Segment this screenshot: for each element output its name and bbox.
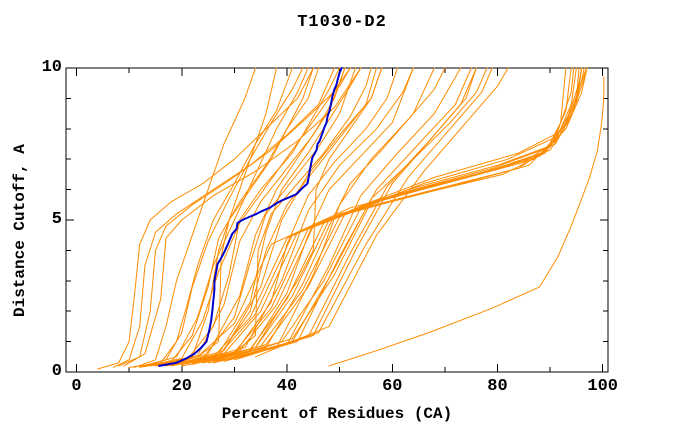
plot-frame: [65, 67, 609, 373]
model-curve: [176, 67, 580, 365]
model-curve: [123, 67, 362, 367]
x-tick-label: 40: [276, 377, 298, 396]
model-curve: [176, 67, 383, 365]
model-curve: [97, 67, 314, 370]
model-curve: [328, 76, 605, 367]
highlighted-model-curve: [158, 67, 343, 367]
model-curve: [233, 67, 477, 361]
model-curve: [197, 67, 588, 364]
x-tick-label: 20: [171, 377, 192, 396]
model-curve: [191, 67, 383, 364]
model-curve: [155, 67, 277, 367]
model-curve: [191, 67, 414, 365]
model-curve: [128, 67, 293, 368]
x-tick-label: 100: [587, 377, 618, 396]
x-tick-label: 60: [382, 377, 403, 396]
model-curve: [207, 67, 446, 364]
model-curve: [139, 67, 304, 367]
x-tick-label: 80: [487, 377, 508, 396]
model-curve: [254, 67, 509, 358]
model-curve: [239, 67, 493, 359]
model-curve: [223, 67, 472, 362]
y-tick-label: 0: [51, 362, 62, 381]
model-curve: [133, 67, 256, 368]
model-curve: [118, 67, 351, 367]
model-curve: [181, 67, 398, 365]
model-curve: [165, 67, 346, 367]
y-tick-label: 10: [41, 58, 62, 77]
model-curve: [160, 67, 314, 367]
chart-title: T1030-D2: [297, 13, 387, 32]
model-curve: [149, 67, 341, 367]
model-curve: [170, 67, 362, 366]
model-curve: [149, 67, 567, 367]
model-curve: [212, 67, 583, 362]
x-tick-label: 0: [71, 377, 82, 396]
model-curve: [228, 67, 477, 361]
model-curve: [186, 67, 583, 364]
y-tick-label: 5: [51, 210, 62, 229]
model-curve: [218, 67, 488, 362]
model-curve: [165, 67, 575, 367]
model-curve: [112, 67, 335, 368]
model-curve: [202, 67, 435, 364]
x-axis-title: Percent of Residues (CA): [221, 405, 453, 423]
model-curve: [170, 67, 577, 367]
model-curve: [160, 67, 572, 367]
model-curve: [144, 67, 351, 367]
